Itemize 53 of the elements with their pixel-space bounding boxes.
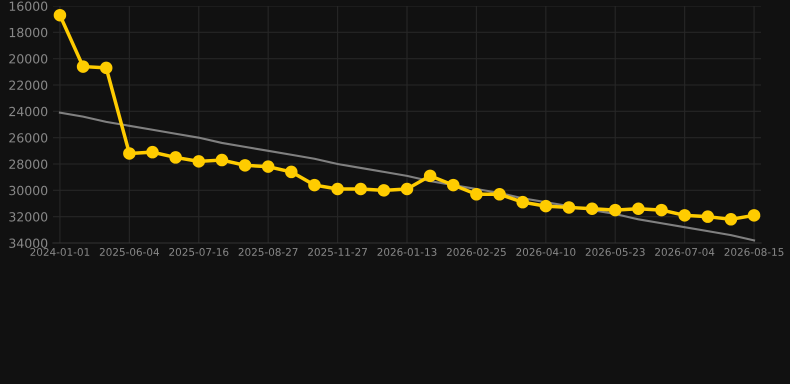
point bbox=[54, 8, 66, 22]
x-tick-label: 2025-06-04 bbox=[100, 248, 160, 256]
point bbox=[424, 170, 436, 182]
x-tick-label: 2026-04-10 bbox=[516, 248, 576, 256]
x-tick-label: 2026-01-13 bbox=[377, 248, 436, 256]
point bbox=[447, 178, 460, 192]
point bbox=[285, 166, 298, 178]
point bbox=[378, 184, 390, 197]
x-tick-label: 2024-01-01 bbox=[30, 248, 90, 256]
line-series bbox=[58, 112, 756, 242]
x-tick-label: 2025-11-27 bbox=[308, 248, 367, 256]
point bbox=[540, 200, 552, 212]
point bbox=[146, 146, 159, 158]
point bbox=[493, 188, 506, 201]
point bbox=[678, 209, 691, 222]
x-tick-label: 2026-07-04 bbox=[655, 248, 714, 256]
point bbox=[516, 196, 529, 208]
point bbox=[216, 154, 228, 166]
y-tick-label: 22000 bbox=[9, 80, 48, 90]
y-tick-label: 16000 bbox=[10, 1, 48, 11]
point bbox=[100, 62, 112, 74]
point bbox=[748, 209, 760, 222]
point bbox=[724, 213, 738, 226]
y-tick-label: 26000 bbox=[9, 133, 48, 143]
x-tick-label: 2026-02-25 bbox=[446, 248, 506, 256]
point bbox=[76, 60, 90, 73]
x-tick-label: 2025-08-27 bbox=[238, 248, 298, 256]
y-tick-label: 32000 bbox=[9, 212, 48, 222]
point bbox=[586, 202, 598, 216]
y-tick-label: 28000 bbox=[9, 159, 48, 169]
point bbox=[608, 204, 622, 216]
point bbox=[470, 188, 483, 201]
y-tick-label: 24000 bbox=[9, 106, 48, 116]
point bbox=[562, 201, 576, 214]
y-tick-label: 30000 bbox=[9, 186, 48, 196]
point bbox=[262, 160, 274, 173]
point bbox=[308, 178, 321, 192]
point bbox=[400, 182, 414, 196]
point bbox=[331, 182, 344, 196]
point bbox=[169, 151, 182, 164]
point bbox=[655, 204, 668, 216]
y-tick-label: 20000 bbox=[9, 54, 48, 64]
point bbox=[192, 155, 206, 168]
y-tick-label: 18000 bbox=[10, 28, 48, 38]
x-tick-label: 2025-07-16 bbox=[169, 248, 228, 256]
x-tick-label: 2026-05-23 bbox=[586, 248, 645, 256]
point bbox=[702, 210, 714, 223]
point bbox=[238, 159, 252, 172]
point bbox=[632, 202, 645, 216]
y-tick-label: 34000 bbox=[9, 238, 48, 248]
point bbox=[123, 147, 136, 160]
x-tick-label: 2026-08-15 bbox=[724, 248, 784, 256]
point bbox=[354, 182, 367, 196]
